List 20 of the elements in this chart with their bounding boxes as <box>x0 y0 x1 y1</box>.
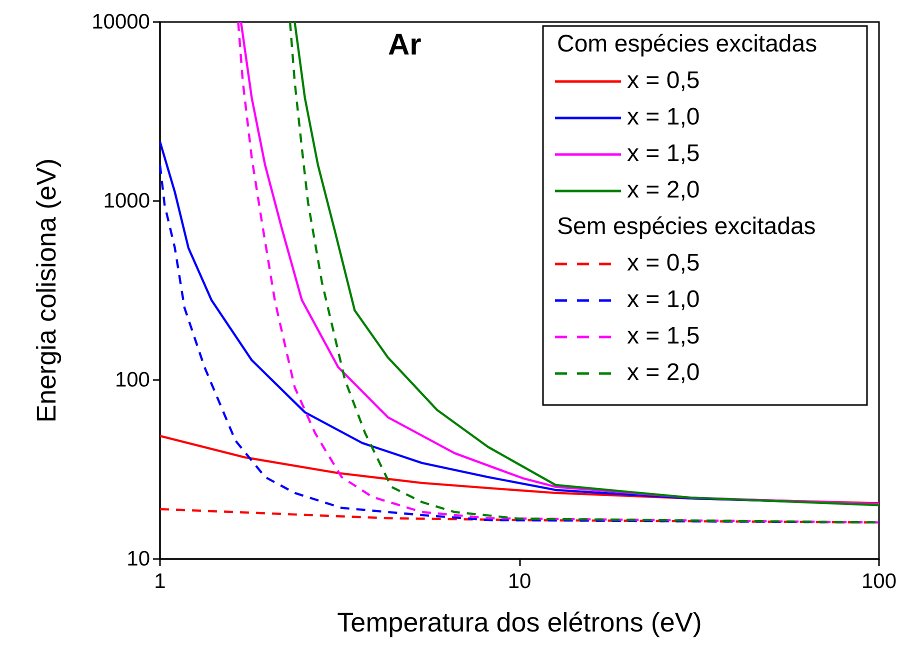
legend-label: x = 2,0 <box>627 176 700 204</box>
y-tick-label: 100 <box>114 368 150 392</box>
x-axis-title: Temperatura dos elétrons (eV) <box>337 608 702 638</box>
legend-label: x = 1,5 <box>627 322 700 350</box>
x-tick-label: 100 <box>861 570 897 593</box>
y-axis-title: Energia colisiona (eV) <box>32 158 62 423</box>
chart-title: Ar <box>388 28 422 62</box>
legend-label: x = 2,0 <box>627 359 700 386</box>
y-tick-label: 10000 <box>92 10 150 34</box>
y-tick-label: 10 <box>126 548 150 570</box>
legend-label: x = 0,5 <box>627 250 700 276</box>
y-tick-label: 1000 <box>103 190 150 212</box>
legend-label: x = 1,0 <box>627 104 700 130</box>
legend-label: x = 1,5 <box>627 140 700 167</box>
legend-label: x = 0,5 <box>627 67 700 94</box>
x-tick-label: 10 <box>508 570 532 593</box>
x-tick-label: 1 <box>154 570 166 593</box>
annotation: Sem espécies excitadas <box>557 213 816 240</box>
annotation: Com espécies excitadas <box>557 30 818 58</box>
legend-label: x = 1,0 <box>627 286 700 313</box>
